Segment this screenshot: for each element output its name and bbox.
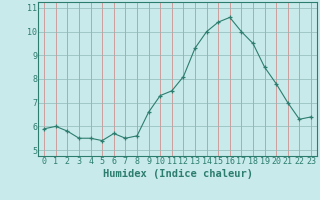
X-axis label: Humidex (Indice chaleur): Humidex (Indice chaleur) [103, 169, 252, 179]
